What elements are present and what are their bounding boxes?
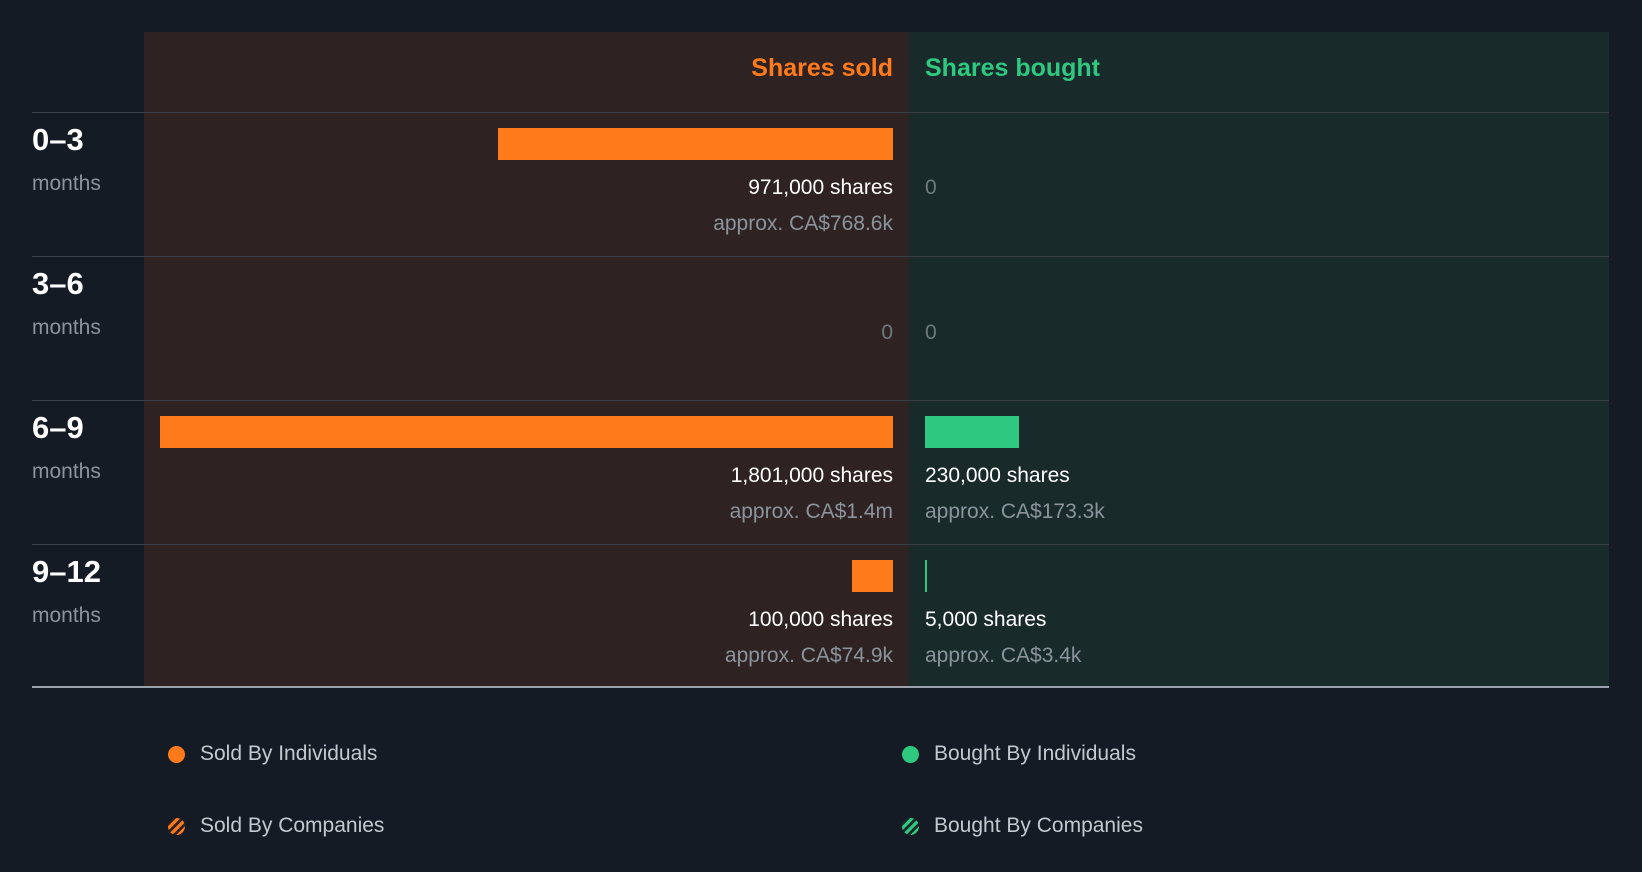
orange-dot-icon xyxy=(168,745,185,763)
divider xyxy=(32,256,1609,257)
sold-value-label: approx. CA$768.6k xyxy=(713,212,893,235)
striped-orange-dot-icon xyxy=(168,817,185,835)
sold-bar xyxy=(160,416,893,448)
shares-sold-header: Shares sold xyxy=(751,54,893,82)
bought-value-label: approx. CA$3.4k xyxy=(925,644,1082,667)
striped-green-dot-icon xyxy=(902,817,919,835)
period-unit: months xyxy=(32,316,101,339)
legend-sold-companies[interactable]: Sold By Companies xyxy=(168,814,384,838)
sold-value-label: approx. CA$1.4m xyxy=(729,500,893,523)
sold-bar xyxy=(852,560,893,592)
sold-bar xyxy=(497,128,893,160)
green-dot-icon xyxy=(902,745,919,763)
period-label: 3–6 xyxy=(32,266,84,301)
period-label: 0–3 xyxy=(32,122,84,157)
legend-bought-companies[interactable]: Bought By Companies xyxy=(902,814,1143,838)
bought-shares-label: 0 xyxy=(925,176,937,199)
sold-shares-label: 0 xyxy=(881,321,893,344)
period-unit: months xyxy=(32,172,101,195)
legend-label: Sold By Companies xyxy=(200,814,385,837)
bought-shares-label: 0 xyxy=(925,321,937,344)
sold-value-label: approx. CA$74.9k xyxy=(724,644,893,667)
legend-label: Bought By Individuals xyxy=(934,742,1136,765)
bought-shares-label: 5,000 shares xyxy=(925,608,1047,631)
legend-label: Bought By Companies xyxy=(934,814,1143,837)
chart-baseline xyxy=(32,686,1609,688)
legend-bought-individuals[interactable]: Bought By Individuals xyxy=(902,742,1136,766)
period-label: 6–9 xyxy=(32,410,84,445)
sold-shares-label: 1,801,000 shares xyxy=(730,464,893,487)
bought-panel xyxy=(909,32,1609,687)
period-label: 9–12 xyxy=(32,554,101,589)
period-unit: months xyxy=(32,460,101,483)
divider xyxy=(32,112,1609,113)
sold-shares-label: 971,000 shares xyxy=(748,176,893,199)
bought-bar xyxy=(925,560,928,592)
legend-sold-individuals[interactable]: Sold By Individuals xyxy=(168,742,377,766)
bought-bar xyxy=(925,416,1019,448)
shares-bought-header: Shares bought xyxy=(925,54,1101,82)
bought-shares-label: 230,000 shares xyxy=(925,464,1070,487)
divider xyxy=(32,544,1609,545)
legend-label: Sold By Individuals xyxy=(200,742,378,765)
sold-shares-label: 100,000 shares xyxy=(748,608,893,631)
divider xyxy=(32,400,1609,401)
period-unit: months xyxy=(32,604,101,627)
bought-value-label: approx. CA$173.3k xyxy=(925,500,1105,523)
